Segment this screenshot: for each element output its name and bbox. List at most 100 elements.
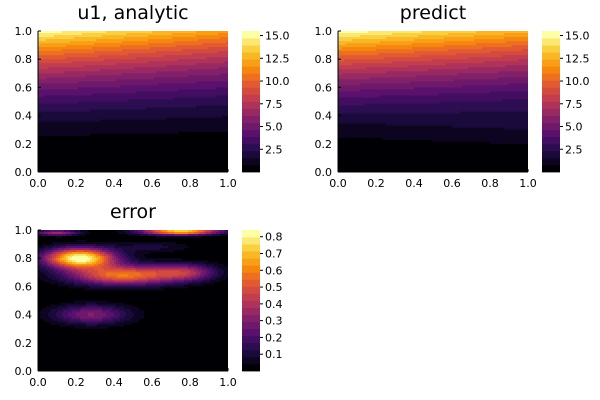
contour-cell <box>92 167 95 171</box>
contour-cell <box>116 149 119 153</box>
contour-cell <box>130 155 133 159</box>
contour-cell <box>170 55 173 58</box>
contour-cell <box>84 59 87 62</box>
contour-cell <box>90 49 93 52</box>
contour-cell <box>172 99 175 102</box>
contour-cell <box>52 103 55 106</box>
contour-cell <box>156 77 159 80</box>
contour-cell <box>66 85 69 88</box>
contour-cell <box>164 85 167 88</box>
contour-cell <box>58 35 61 38</box>
contour-cell <box>144 107 147 110</box>
contour-cell <box>46 107 49 110</box>
contour-cell <box>122 145 125 149</box>
contour-cell <box>130 111 133 114</box>
contour-cell <box>126 35 129 38</box>
contour-cell <box>64 131 67 135</box>
contour-cell <box>122 121 125 125</box>
contour-cell <box>82 95 85 98</box>
contour-cell <box>140 115 143 119</box>
contour-cell <box>100 161 103 165</box>
contour-cell <box>42 153 45 157</box>
contour-cell <box>50 109 53 112</box>
contour-cell <box>88 113 91 116</box>
contour-cell <box>44 53 47 56</box>
contour-cell <box>72 67 75 70</box>
contour-cell <box>118 93 121 96</box>
contour-cell <box>112 99 115 102</box>
contour-cell <box>120 89 123 92</box>
contour-cell <box>94 69 97 72</box>
contour-cell <box>168 59 171 62</box>
contour-cell <box>52 157 55 161</box>
contour-cell <box>152 31 155 34</box>
contour-cell <box>100 89 103 92</box>
contour-cell <box>122 169 125 172</box>
contour-cell <box>88 159 91 163</box>
contour-cell <box>48 57 51 60</box>
contour-cell <box>146 121 149 125</box>
contour-cell <box>144 53 147 56</box>
contour-cell <box>108 35 111 38</box>
contour-cell <box>70 145 73 149</box>
contour-cell <box>128 77 131 80</box>
contour-cell <box>116 83 119 86</box>
contour-cell <box>70 137 73 141</box>
contour-cell <box>174 167 177 171</box>
contour-cell <box>174 119 177 123</box>
contour-cell <box>58 155 61 159</box>
contour-cell <box>110 51 113 54</box>
contour-cell <box>122 141 125 145</box>
contour-cell <box>108 47 111 50</box>
contour-cell <box>162 91 165 94</box>
contour-cell <box>172 127 175 131</box>
contour-cell <box>142 127 145 131</box>
contour-cell <box>158 81 161 84</box>
contour-cell <box>76 153 79 157</box>
contour-cell <box>158 113 161 116</box>
contour-cell <box>148 111 151 114</box>
contour-cell <box>94 49 97 52</box>
contour-cell <box>42 63 45 66</box>
contour-cell <box>134 75 137 78</box>
contour-cell <box>104 107 107 110</box>
contour-cell <box>76 57 79 60</box>
contour-cell <box>90 169 93 172</box>
contour-cell <box>60 105 63 108</box>
contour-cell <box>156 43 159 46</box>
contour-cell <box>102 31 105 34</box>
contour-cell <box>64 89 67 92</box>
contour-cell <box>116 47 119 50</box>
contour-cell <box>84 155 87 159</box>
contour-cell <box>178 155 181 159</box>
contour-cell <box>54 87 57 90</box>
contour-cell <box>150 163 153 167</box>
contour-cell <box>74 123 77 127</box>
contour-cell <box>162 111 165 114</box>
contour-cell <box>128 87 131 90</box>
contour-cell <box>68 75 71 78</box>
contour-cell <box>70 151 73 155</box>
contour-cell <box>50 57 53 60</box>
contour-cell <box>96 87 99 90</box>
contour-cell <box>126 91 129 94</box>
contour-cell <box>42 167 45 171</box>
contour-cell <box>62 47 65 50</box>
contour-cell <box>114 109 117 112</box>
contour-cell <box>42 111 45 114</box>
contour-cell <box>40 167 43 171</box>
contour-cell <box>144 95 147 98</box>
contour-cell <box>150 51 153 54</box>
contour-cell <box>158 167 161 171</box>
contour-cell <box>160 57 163 60</box>
contour-cell <box>146 117 149 121</box>
contour-cell <box>60 121 63 125</box>
contour-cell <box>60 75 63 78</box>
contour-cell <box>168 69 171 72</box>
contour-cell <box>78 143 81 147</box>
contour-cell <box>122 129 125 133</box>
contour-cell <box>62 97 65 100</box>
contour-cell <box>160 123 163 127</box>
contour-cell <box>104 33 107 36</box>
contour-cell <box>122 47 125 50</box>
